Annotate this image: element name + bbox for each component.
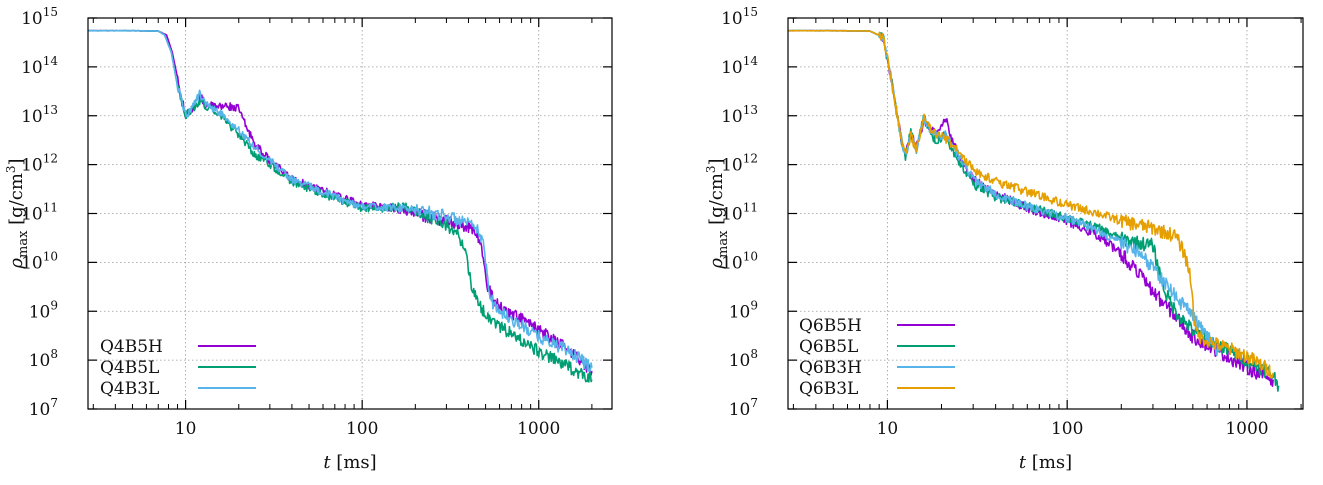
series-line-Q6B3L: [787, 29, 1275, 379]
y-tick-label: 108: [729, 347, 758, 371]
x-tick-label: 10: [877, 419, 899, 439]
y-axis-label: ρmax [g/cm3]: [4, 158, 31, 269]
y-tick-label: 1010: [721, 249, 758, 273]
x-tick-label: 10: [175, 419, 197, 439]
y-tick-label: 1011: [21, 201, 58, 225]
y-tick-label: 1014: [21, 54, 58, 78]
legend-label-Q4B5L: Q4B5L: [100, 358, 159, 378]
y-tick-label: 1015: [721, 5, 758, 29]
y-tick-label: 1010: [21, 249, 58, 273]
y-tick-label: 1012: [21, 152, 58, 176]
y-tick-label: 1014: [721, 54, 758, 78]
series-line-Q4B3L: [87, 29, 593, 372]
x-tick-label: 1000: [517, 419, 560, 439]
y-axis-label: ρmax [g/cm3]: [704, 158, 731, 269]
series-line-Q4B5L: [87, 29, 593, 383]
x-axis-label: t [ms]: [1019, 452, 1072, 473]
y-tick-label: 107: [729, 396, 758, 420]
y-tick-label: 108: [29, 347, 58, 371]
legend-label-Q4B3L: Q4B3L: [100, 379, 159, 399]
y-tick-label: 1013: [721, 103, 758, 127]
x-tick-label: 100: [1051, 419, 1083, 439]
y-tick-label: 1011: [721, 201, 758, 225]
y-tick-label: 109: [729, 298, 758, 322]
y-tick-label: 109: [29, 298, 58, 322]
y-tick-label: 1013: [21, 103, 58, 127]
x-tick-label: 1000: [1225, 419, 1268, 439]
y-tick-label: 1012: [721, 152, 758, 176]
legend-label-Q4B5H: Q4B5H: [100, 337, 163, 357]
legend-label-Q6B3L: Q6B3L: [799, 379, 858, 399]
legend-label-Q6B3H: Q6B3H: [799, 358, 862, 378]
x-axis-label: t [ms]: [323, 452, 376, 473]
legend-label-Q6B5H: Q6B5H: [799, 316, 862, 336]
series-line-Q6B3H: [787, 29, 1220, 357]
chart-panel-2: 10 100 1000 107 108 109 1010 1011 1012 1013 1014 10…: [704, 5, 1304, 473]
y-tick-label: 107: [29, 396, 58, 420]
legend-label-Q6B5L: Q6B5L: [799, 337, 858, 357]
x-tick-label: 100: [346, 419, 378, 439]
chart-panel-1: 10 100 1000 107 108 109 1010 1011 1012 1013 1014 10…: [4, 5, 613, 473]
y-tick-label: 1015: [21, 5, 58, 29]
